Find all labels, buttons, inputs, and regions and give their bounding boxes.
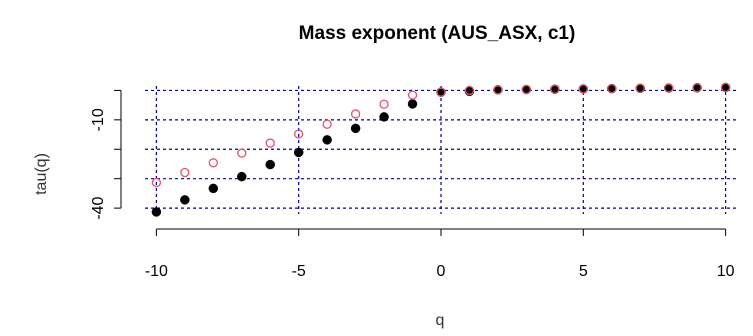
data-point-open	[436, 87, 446, 97]
data-point-open	[720, 82, 731, 93]
x-tick-label: 10	[717, 263, 735, 280]
data-point-open	[550, 84, 560, 94]
data-point-filled	[379, 112, 389, 122]
data-point-open	[578, 84, 588, 94]
data-point-filled	[322, 135, 332, 145]
chart-title: Mass exponent (AUS_ASX, c1)	[299, 23, 576, 44]
x-tick-label: -10	[145, 263, 168, 280]
data-point-open	[607, 83, 617, 94]
data-point-open	[379, 99, 389, 109]
x-axis-label: q	[436, 312, 445, 329]
data-point-open	[350, 109, 361, 119]
data-point-open	[151, 177, 162, 188]
data-point-filled	[293, 147, 304, 158]
y-tick-label: -10	[90, 108, 107, 131]
data-point-open	[208, 158, 218, 168]
data-point-open	[322, 119, 332, 129]
data-point-open	[237, 148, 247, 158]
y-tick-label: -40	[90, 196, 107, 219]
data-point-filled	[407, 99, 418, 109]
data-point-open	[180, 167, 190, 178]
data-point-open	[493, 85, 503, 95]
plot-grid	[145, 86, 737, 214]
plot-points	[151, 82, 731, 217]
data-point-open	[692, 83, 702, 93]
y-axis-label: tau(q)	[33, 153, 50, 195]
data-point-filled	[237, 171, 247, 182]
data-point-filled	[180, 195, 190, 205]
x-tick-label: 5	[579, 263, 588, 280]
data-point-filled	[265, 159, 275, 170]
data-point-filled	[350, 123, 361, 134]
data-point-open	[464, 85, 475, 96]
data-point-open	[265, 138, 275, 148]
data-point-filled	[151, 207, 162, 217]
data-point-open	[664, 83, 674, 93]
data-point-filled	[208, 183, 219, 194]
data-point-open	[635, 83, 645, 94]
x-tick-label: -5	[292, 263, 306, 280]
data-point-open	[407, 90, 418, 100]
data-point-open	[294, 129, 304, 139]
x-tick-label: 0	[437, 263, 446, 280]
data-point-open	[521, 84, 532, 95]
plot-axes: -10 -5 0 5 10 -40 -10	[90, 89, 735, 280]
